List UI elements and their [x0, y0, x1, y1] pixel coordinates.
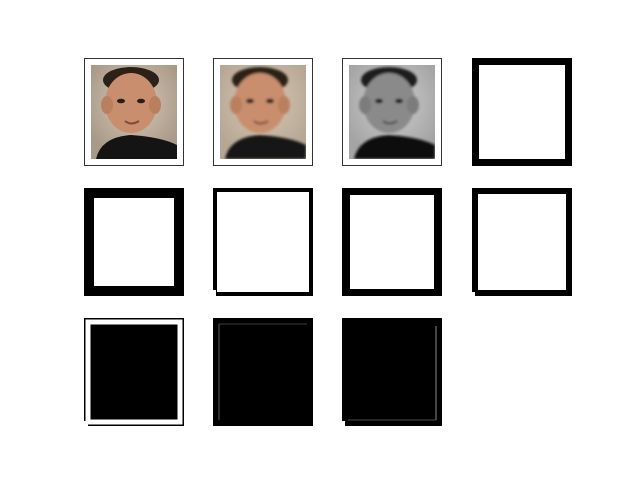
- mask-panel-3: [213, 188, 313, 296]
- mask-panel-4: [342, 188, 442, 296]
- face-photo-grayscale: [342, 58, 442, 166]
- mask-panel-8: [342, 318, 442, 426]
- mask-panel-1: [472, 58, 572, 166]
- face-photo-grayscale-image: [349, 65, 435, 159]
- face-photo-color: [84, 58, 184, 166]
- mask-panel-4-image: [342, 188, 442, 296]
- mask-panel-8-image: [342, 318, 442, 426]
- mask-panel-3-image: [213, 188, 313, 296]
- mask-panel-6-image: [84, 318, 184, 426]
- mask-panel-5-image: [472, 188, 572, 296]
- face-photo-blurred-image: [220, 65, 306, 159]
- face-photo-blurred: [213, 58, 313, 166]
- mask-panel-2: [84, 188, 184, 296]
- mask-panel-7: [213, 318, 313, 426]
- mask-panel-5: [472, 188, 572, 296]
- face-photo-color-image: [91, 65, 177, 159]
- mask-panel-7-image: [213, 318, 313, 426]
- mask-panel-6: [84, 318, 184, 426]
- mask-panel-2-image: [84, 188, 184, 296]
- mask-panel-1-image: [472, 58, 572, 166]
